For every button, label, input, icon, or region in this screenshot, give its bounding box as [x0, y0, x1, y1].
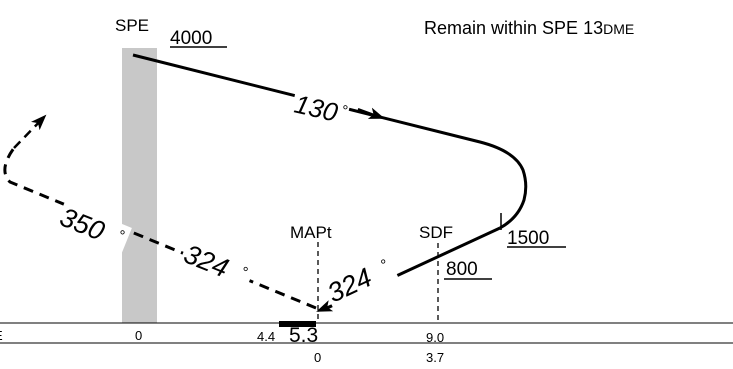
svg-text:°: °	[115, 227, 127, 245]
top-note: Remain within SPE 13DME	[424, 18, 634, 38]
fix-label-spe: SPE	[115, 16, 149, 35]
fix-label-sdf: SDF	[419, 223, 453, 242]
map-3-7: 3.7	[426, 350, 444, 365]
fix-label-mapt: MAPt	[290, 223, 332, 242]
course-label-hold-return: 350 °	[53, 200, 132, 256]
course-label-outbound: 130 °	[289, 88, 352, 130]
dme-5-3: 5.3	[289, 324, 318, 347]
spe-vertical-band	[122, 48, 157, 323]
altitude-turn: 1500	[507, 228, 549, 249]
missed-approach-arrow	[13, 114, 47, 149]
course-label-missed: 324 °	[177, 237, 256, 293]
svg-text:°: °	[238, 264, 250, 282]
missed-approach-track	[3, 147, 317, 310]
dme-0: 0	[135, 328, 142, 343]
dme-9-0: 9.0	[426, 330, 444, 345]
map-0: 0	[314, 350, 321, 365]
mapt-scale-bar	[279, 321, 316, 327]
svg-text:°: °	[340, 102, 350, 120]
procedure-turn-track	[371, 113, 528, 230]
altitude-spe: 4000	[170, 28, 212, 49]
svg-text:130: 130	[292, 89, 342, 128]
course-label-final: 324 °	[321, 251, 399, 310]
scale-row-label: E	[0, 328, 3, 343]
dme-4-4: 4.4	[257, 329, 275, 344]
altitude-sdf: 800	[446, 259, 478, 280]
